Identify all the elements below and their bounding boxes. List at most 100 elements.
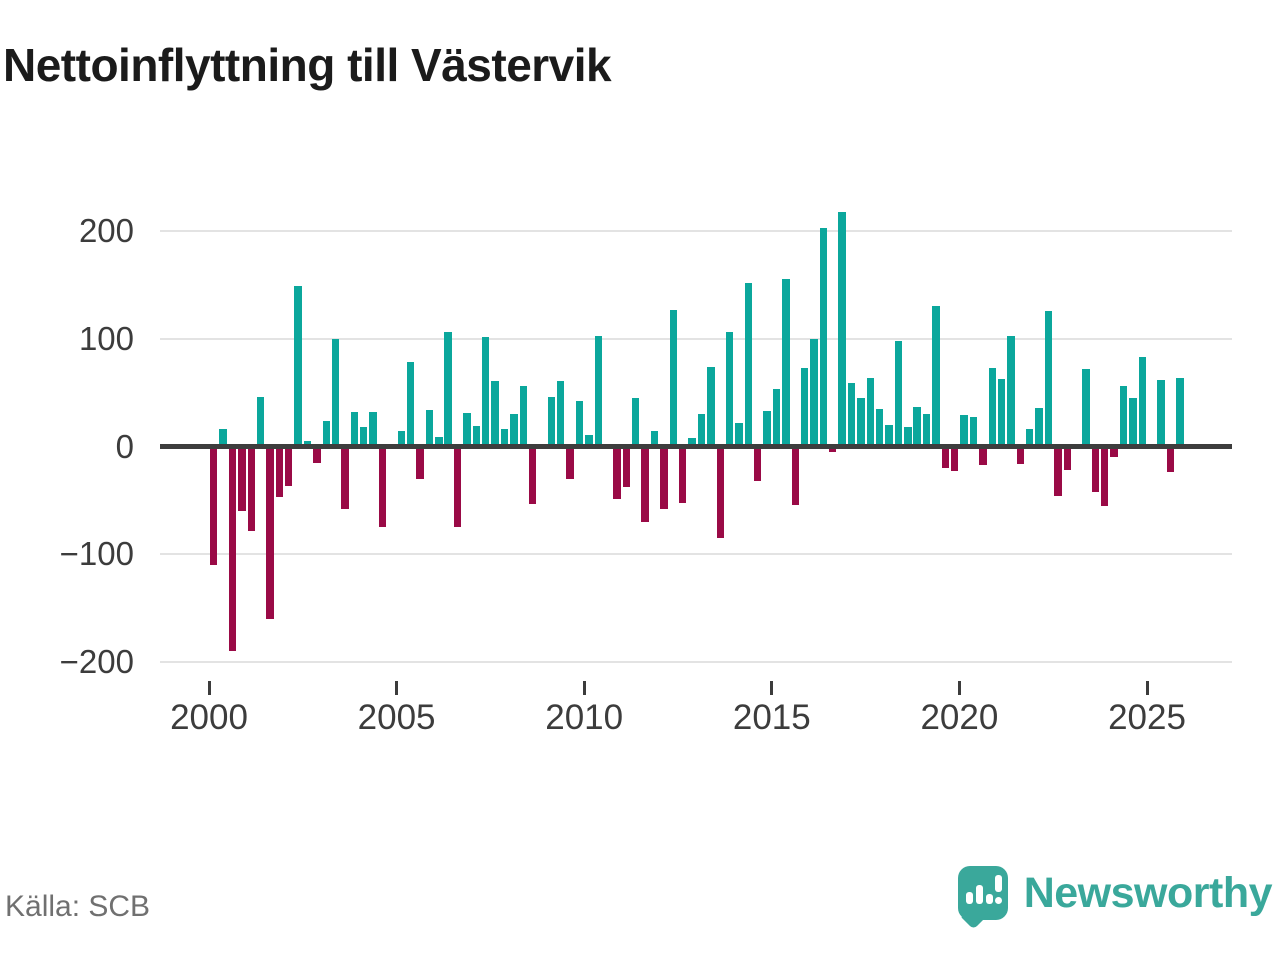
x-tick-label-2015: 2015 <box>732 698 811 737</box>
y-tick-label--100: −100 <box>59 535 134 573</box>
bar-2005Q3 <box>416 446 424 479</box>
bar-2025Q3 <box>1166 446 1175 473</box>
bar-2002Q3 <box>303 441 312 447</box>
bar-2017Q3 <box>866 377 874 447</box>
bar-2004Q2 <box>369 412 377 447</box>
logo-bar-icon <box>975 885 983 904</box>
bar-2013Q4 <box>725 332 734 447</box>
bar-2008Q2 <box>519 386 527 447</box>
x-tick-label-2000: 2000 <box>170 698 248 737</box>
bar-2013Q2 <box>707 366 715 447</box>
bar-2008Q1 <box>510 414 518 447</box>
bar-2016Q4 <box>838 211 846 447</box>
bar-2011Q3 <box>641 446 649 522</box>
bar-2014Q4 <box>763 410 771 447</box>
bar-2018Q3 <box>904 427 912 447</box>
bar-2001Q3 <box>266 446 274 619</box>
bar-2011Q1 <box>622 446 631 488</box>
newsworthy-logo: Newsworthy <box>957 860 1273 926</box>
bar-2020Q3 <box>979 446 987 465</box>
bar-2006Q2 <box>444 332 452 447</box>
gridline--100 <box>160 553 1232 556</box>
bar-2023Q4 <box>1101 446 1109 506</box>
x-tick-label-2005: 2005 <box>357 698 436 737</box>
bar-2016Q3 <box>829 446 837 452</box>
bar-2019Q3 <box>941 446 950 469</box>
bar-2002Q4 <box>313 446 321 463</box>
bar-2002Q2 <box>294 285 302 447</box>
bar-2001Q1 <box>247 446 255 531</box>
bar-2011Q4 <box>650 431 659 447</box>
zero-line <box>160 444 1232 449</box>
bar-2012Q4 <box>688 437 696 447</box>
bar-2003Q4 <box>350 412 359 447</box>
x-tick-label-2025: 2025 <box>1108 698 1186 737</box>
gridline-100 <box>160 337 1232 340</box>
bar-2017Q2 <box>857 398 865 447</box>
bar-2013Q1 <box>697 414 706 447</box>
bar-2008Q3 <box>528 446 537 504</box>
bar-2003Q1 <box>322 420 330 447</box>
bar-2009Q1 <box>547 396 556 447</box>
bar-2013Q3 <box>716 446 724 539</box>
bar-2020Q2 <box>969 417 978 447</box>
bar-2014Q3 <box>754 446 762 481</box>
x-tick-2015 <box>770 681 774 695</box>
y-tick-label-0: 0 <box>115 427 134 465</box>
bar-2019Q2 <box>932 306 940 447</box>
plot-area <box>160 211 1232 663</box>
bar-2000Q3 <box>228 446 237 652</box>
chart-title: Nettoinflyttning till Västervik <box>3 39 612 91</box>
bar-2006Q1 <box>435 436 443 447</box>
bar-2017Q1 <box>847 382 856 447</box>
bar-2015Q1 <box>772 389 781 447</box>
bar-2014Q2 <box>744 282 753 447</box>
bar-2024Q3 <box>1129 398 1137 447</box>
bar-2024Q4 <box>1138 357 1146 447</box>
bar-2006Q4 <box>463 413 471 447</box>
bar-2003Q3 <box>341 446 349 509</box>
logo-bar-icon <box>965 892 973 904</box>
bar-2023Q3 <box>1091 446 1100 492</box>
bar-2007Q2 <box>482 336 490 447</box>
newsworthy-logo-icon <box>957 866 1008 920</box>
bar-2019Q4 <box>951 446 959 472</box>
x-tick-2005 <box>395 681 399 695</box>
bar-2021Q2 <box>1007 335 1015 447</box>
bar-2005Q4 <box>425 409 434 447</box>
logo-exclamation-dot-icon <box>994 897 1002 904</box>
bar-2022Q4 <box>1063 446 1071 471</box>
bar-2025Q2 <box>1157 379 1165 447</box>
bar-2018Q2 <box>894 340 903 447</box>
y-tick-label-200: 200 <box>78 212 134 249</box>
bar-2000Q1 <box>209 446 218 566</box>
bar-2000Q4 <box>238 446 246 512</box>
bar-2009Q4 <box>575 401 584 447</box>
bar-2007Q1 <box>472 426 481 447</box>
bar-2018Q1 <box>885 424 893 447</box>
bar-2022Q2 <box>1044 310 1053 447</box>
bar-2004Q1 <box>360 427 368 447</box>
bar-2012Q1 <box>660 446 668 509</box>
bar-2001Q2 <box>256 396 265 447</box>
bar-2022Q3 <box>1054 446 1062 497</box>
bar-2020Q4 <box>988 367 996 447</box>
bar-2005Q1 <box>397 431 405 447</box>
bar-2010Q2 <box>594 335 602 447</box>
x-tick-2000 <box>207 681 211 695</box>
bar-2003Q2 <box>331 338 340 447</box>
bar-2001Q4 <box>275 446 284 498</box>
gridline--200 <box>160 661 1232 663</box>
bar-2021Q1 <box>997 378 1006 447</box>
x-tick-2010 <box>582 681 586 695</box>
bar-2012Q3 <box>678 446 687 503</box>
bar-2012Q2 <box>669 309 677 447</box>
bar-2016Q2 <box>819 227 828 447</box>
bar-2009Q3 <box>566 446 574 479</box>
bar-2006Q3 <box>453 446 462 528</box>
x-tick-2020 <box>957 681 961 695</box>
bar-2017Q4 <box>875 408 884 447</box>
bar-2002Q1 <box>285 446 293 487</box>
bar-2015Q4 <box>800 367 809 447</box>
bar-2024Q2 <box>1119 386 1128 447</box>
